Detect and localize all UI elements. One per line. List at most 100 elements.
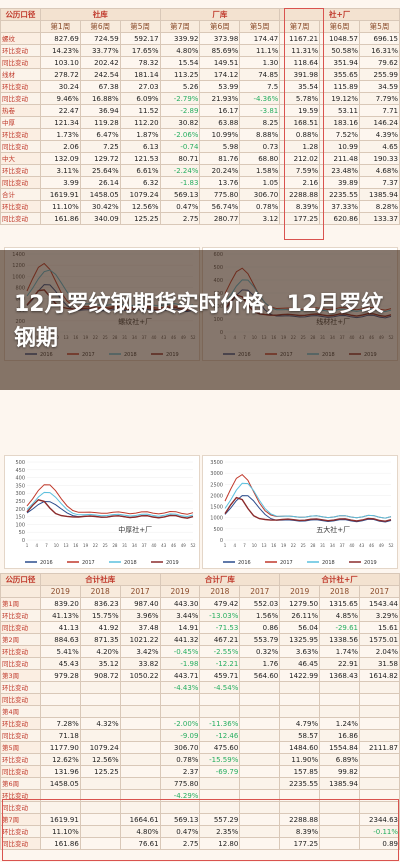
table-cell: 775.80 xyxy=(199,188,241,201)
y-tick-label: 100 xyxy=(15,522,25,528)
table-cell: 56.74% xyxy=(199,200,241,213)
subheader-cell: 第6周 xyxy=(79,20,121,33)
table-cell: 63.88 xyxy=(199,116,241,129)
table-cell xyxy=(359,693,400,706)
table-cell: 1338.56 xyxy=(319,633,361,646)
table-cell: 161.86 xyxy=(39,837,81,850)
table-cell: 71.18 xyxy=(39,729,81,742)
series-line-2018 xyxy=(224,482,392,519)
table-cell: 99.82 xyxy=(319,765,361,778)
table-cell: 56.04 xyxy=(279,621,321,634)
table-cell xyxy=(79,825,121,838)
table-row: 环比变动 12.62% 12.56% 0.78% -15.59% 11.90% 6.89% xyxy=(0,753,400,766)
x-tick-label: 28 xyxy=(310,543,316,548)
header-cell: 社库 xyxy=(39,8,161,21)
table-cell: -13.03% xyxy=(199,609,241,622)
table-cell: 459.71 xyxy=(199,669,241,682)
table-cell xyxy=(119,717,161,730)
table-cell: 7.25 xyxy=(79,140,121,153)
row-label: 第4周 xyxy=(0,705,41,718)
x-tick-label: 37 xyxy=(340,543,346,548)
table-cell: 11.31% xyxy=(279,44,321,57)
table-cell xyxy=(119,681,161,694)
table-row: 环比变动 -4.29% xyxy=(0,789,400,802)
table-cell: 443.30 xyxy=(159,597,201,610)
table-cell: 7.5 xyxy=(239,80,281,93)
table-cell: 620.86 xyxy=(319,212,361,225)
subheader-cell: 2017 xyxy=(359,585,400,598)
table-cell: 53.11 xyxy=(319,104,361,117)
table-row: 同比变动 45.43 35.12 33.82 -1.98 -12.21 1.76 46.45 2… xyxy=(0,657,400,670)
table-cell xyxy=(39,693,81,706)
table-cell: 7.28% xyxy=(39,717,81,730)
table-cell: 7.79% xyxy=(359,92,400,105)
table-cell xyxy=(239,813,281,826)
table-cell: 1048.57 xyxy=(319,32,361,45)
table-cell: 8.28% xyxy=(359,200,400,213)
row-label: 第6周 xyxy=(0,777,41,790)
x-tick-label: 43 xyxy=(161,543,167,548)
table-cell xyxy=(39,801,81,814)
table-row: 热卷 22.47 36.94 11.52 -2.89 16.17 -3.81 19.59 53.… xyxy=(0,104,400,117)
table-cell: 1.28 xyxy=(279,140,321,153)
table-cell: 14.91 xyxy=(159,621,201,634)
table-cell: 0.78% xyxy=(159,753,201,766)
table-cell: 1079.24 xyxy=(79,741,121,754)
table-cell: -1.83 xyxy=(159,176,201,189)
table-cell: 26.14 xyxy=(79,176,121,189)
subheader-cell: 2018 xyxy=(319,585,361,598)
table-cell: 280.77 xyxy=(199,212,241,225)
table-cell: 1.56% xyxy=(239,609,281,622)
table-row: 同比变动 9.46% 16.88% 6.09% -2.79% 21.93% -4.36% 5.… xyxy=(0,92,400,105)
table-cell: -2.24% xyxy=(159,164,201,177)
subheader-cell xyxy=(0,585,41,598)
table-cell: -1.98 xyxy=(159,657,201,670)
table-cell: 35.12 xyxy=(79,657,121,670)
y-tick-label: 150 xyxy=(15,515,25,521)
table-cell: 255.99 xyxy=(359,68,400,81)
table-cell: -4.43% xyxy=(159,681,201,694)
table-cell: 8.25 xyxy=(239,116,281,129)
table-row: 同比变动 2.06 7.25 6.13 -0.74 5.98 0.73 1.28 10.99 4.… xyxy=(0,140,400,153)
table-cell: 41.13 xyxy=(39,621,81,634)
line-chart: 3500 3000 2500 2000 1500 1000 500 01 4 7 10 13 16 19 2… xyxy=(210,460,394,566)
table-cell xyxy=(359,801,400,814)
table-cell: 0.89 xyxy=(359,837,400,850)
table-row: 线材 278.72 242.54 181.14 113.25 174.12 74.85 391… xyxy=(0,68,400,81)
table-cell: 119.28 xyxy=(79,116,121,129)
table-cell: -12.46 xyxy=(199,729,241,742)
table-cell xyxy=(319,813,361,826)
table-cell: 441.32 xyxy=(159,633,201,646)
table-row: 第4周 xyxy=(0,705,400,718)
table-cell: 884.63 xyxy=(39,633,81,646)
x-tick-label: 49 xyxy=(181,543,187,548)
table-cell xyxy=(319,681,361,694)
table-cell xyxy=(359,753,400,766)
table-row: 同比变动 131.96 125.25 2.37 -69.79 157.85 99.82 xyxy=(0,765,400,778)
table-cell: 37.33% xyxy=(319,200,361,213)
table-row: 同比变动 71.18 -9.09 -12.46 58.57 16.86 xyxy=(0,729,400,742)
table-cell: 2235.55 xyxy=(319,188,361,201)
table-cell: 76.61 xyxy=(119,837,161,850)
row-label: 同比变动 xyxy=(0,140,41,153)
table-cell: 592.17 xyxy=(119,32,161,45)
header-cell: 公历口径 xyxy=(0,8,41,21)
table-cell xyxy=(79,693,121,706)
subheader-cell: 第5周 xyxy=(119,20,161,33)
x-tick-label: 52 xyxy=(388,543,394,548)
chart-panel-five: 3500 3000 2500 2000 1500 1000 500 0 1 4 7 10 13 16 19 2… xyxy=(202,455,398,569)
table-cell xyxy=(359,765,400,778)
table-cell: 25.64% xyxy=(79,164,121,177)
table-cell: 8.88% xyxy=(239,128,281,141)
table-cell: 11.10% xyxy=(39,200,81,213)
table-cell: 115.89 xyxy=(319,80,361,93)
table-cell: 53.99 xyxy=(199,80,241,93)
table-cell: 132.09 xyxy=(39,152,81,165)
table-cell: 908.72 xyxy=(79,669,121,682)
table-cell: 8.39% xyxy=(279,200,321,213)
x-tick-label: 40 xyxy=(151,543,157,548)
table-cell: 35.54 xyxy=(279,80,321,93)
table-cell: 15.75% xyxy=(79,609,121,622)
table-cell xyxy=(319,837,361,850)
table-cell: 1543.44 xyxy=(359,597,400,610)
